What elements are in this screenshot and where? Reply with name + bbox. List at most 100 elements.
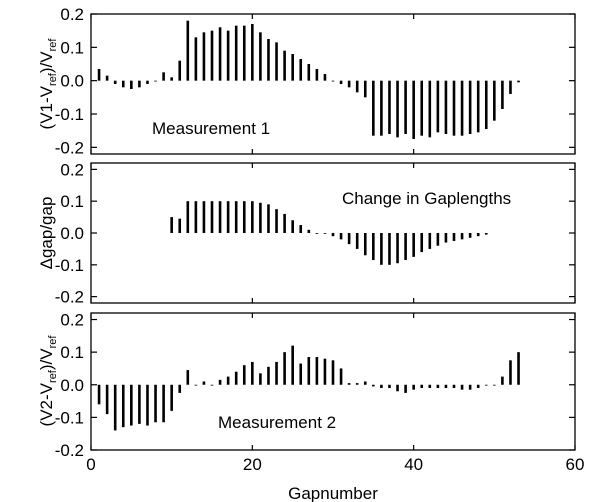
bar — [476, 384, 480, 389]
bar — [501, 80, 504, 109]
y-tick-label: -0.1 — [55, 105, 84, 124]
y-axis-label: (V2-Vref)/Vref — [37, 335, 59, 427]
y-tick-label: 0.0 — [60, 376, 84, 395]
bar — [202, 201, 206, 233]
bar — [444, 80, 448, 134]
bar — [444, 384, 448, 389]
bar — [97, 69, 101, 81]
y-ticks: -0.2 -0.1 0.0 0.1 0.2 — [55, 5, 576, 157]
bar — [363, 233, 367, 256]
bar — [242, 201, 246, 233]
bar — [242, 25, 246, 81]
bar — [194, 37, 198, 81]
x-ticks: 0 20 40 60 — [86, 455, 584, 474]
bar — [363, 80, 367, 98]
panel-annotation: Measurement 2 — [218, 413, 336, 432]
bar — [388, 233, 391, 265]
bar — [444, 233, 448, 243]
bar — [355, 80, 359, 93]
bar — [267, 204, 270, 233]
bar — [121, 384, 125, 428]
bar — [452, 80, 456, 136]
bar — [186, 370, 190, 385]
bar — [509, 80, 512, 94]
bar — [162, 72, 165, 81]
y-ticks: -0.2 -0.1 0.0 0.1 0.2 — [55, 160, 576, 307]
x-tick-label: 0 — [86, 455, 95, 474]
bar — [331, 360, 335, 385]
bar — [162, 384, 165, 423]
bar — [363, 381, 367, 385]
bar — [420, 384, 424, 389]
bar — [226, 30, 230, 81]
bar — [420, 233, 424, 253]
bar — [372, 233, 375, 261]
bar — [323, 358, 327, 385]
bar — [372, 80, 375, 136]
bar — [468, 80, 472, 134]
bar-series — [170, 201, 488, 265]
bar — [355, 233, 359, 249]
bar — [251, 361, 254, 385]
bar — [234, 25, 238, 81]
y-tick-label: 0.2 — [60, 160, 84, 179]
bar — [210, 384, 214, 386]
bar — [105, 384, 109, 415]
bar — [299, 363, 303, 385]
bar — [388, 384, 391, 389]
bar — [283, 213, 286, 233]
y-tick-label: 0.2 — [60, 311, 84, 330]
bar — [154, 80, 157, 82]
bar — [202, 381, 206, 385]
bar — [339, 80, 343, 84]
bar — [283, 352, 286, 385]
bar — [146, 80, 149, 84]
bar — [428, 80, 432, 138]
bar — [388, 80, 391, 134]
bar — [251, 24, 254, 81]
bar — [315, 357, 319, 385]
bar — [234, 371, 238, 385]
bar — [436, 233, 440, 246]
x-axis-label: Gapnumber — [288, 484, 378, 502]
bar — [113, 80, 117, 84]
bar — [517, 352, 520, 385]
bar — [331, 233, 335, 237]
bar — [509, 360, 512, 385]
bar — [404, 80, 407, 134]
y-tick-label: -0.1 — [55, 408, 84, 427]
bar — [412, 233, 415, 257]
y-axis-label: (V1-Vref)/Vref — [37, 38, 59, 130]
bar — [484, 384, 488, 386]
bar — [194, 384, 198, 386]
bar — [130, 80, 133, 89]
bar — [138, 80, 141, 88]
bar — [283, 50, 286, 81]
bar — [493, 80, 496, 121]
x-tick-label: 40 — [404, 455, 423, 474]
bar — [468, 384, 472, 390]
bar — [242, 365, 246, 385]
bar — [452, 384, 456, 389]
bar — [267, 39, 270, 81]
bar — [323, 233, 327, 234]
bar — [97, 384, 101, 405]
y-tick-label: 0.0 — [60, 72, 84, 91]
bar — [436, 80, 440, 133]
bar — [267, 366, 270, 385]
bar — [186, 20, 190, 81]
bar — [380, 80, 383, 136]
bar — [307, 229, 311, 233]
bar — [194, 201, 198, 233]
bar — [130, 384, 133, 426]
bar — [493, 384, 496, 386]
y-tick-label: -0.2 — [55, 288, 84, 307]
bar — [275, 42, 278, 81]
bar — [339, 233, 343, 240]
bar — [105, 75, 109, 81]
bar — [299, 225, 303, 233]
bar — [170, 384, 173, 411]
y-tick-label: -0.2 — [55, 138, 84, 157]
bar — [259, 373, 262, 385]
